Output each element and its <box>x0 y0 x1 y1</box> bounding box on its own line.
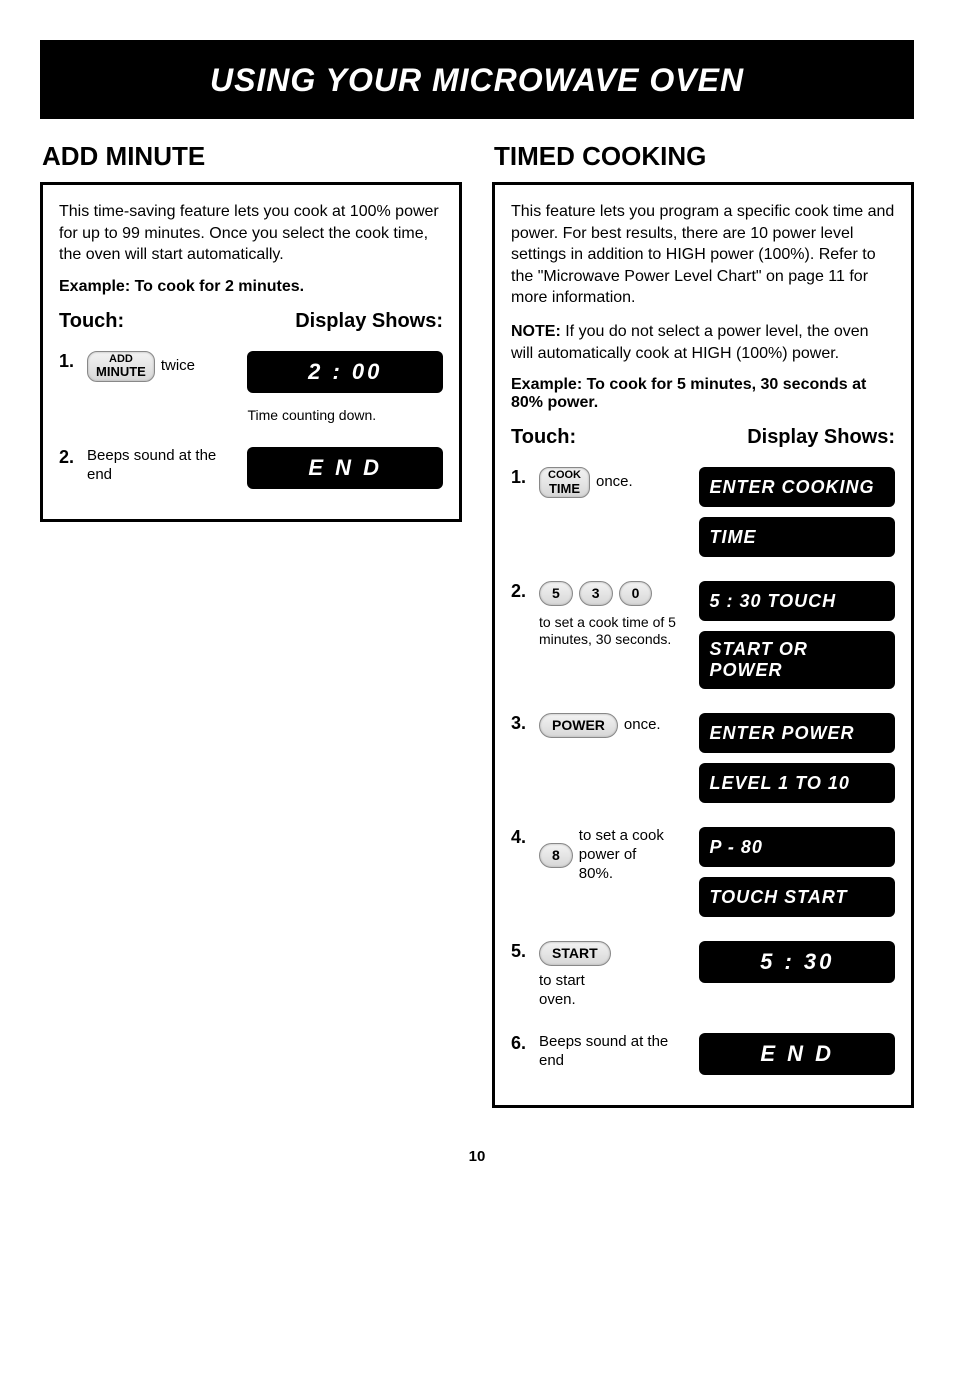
column-headers: Touch: Display Shows: <box>511 426 895 449</box>
right-step-3: 3. POWER once. ENTER POWER LEVEL 1 TO 10 <box>511 713 895 803</box>
display-readout: ENTER COOKING <box>699 467 895 507</box>
note-text: If you do not select a power level, the … <box>511 323 869 362</box>
page-number: 10 <box>40 1148 914 1165</box>
step-number: 1. <box>511 467 533 488</box>
digit-button-3[interactable]: 3 <box>579 581 613 606</box>
timed-cooking-intro: This feature lets you program a specific… <box>511 201 895 309</box>
step-number: 4. <box>511 827 533 848</box>
page-banner: USING YOUR MICROWAVE OVEN <box>40 40 914 119</box>
right-step-6: 6. Beeps sound at the end E N D <box>511 1033 895 1075</box>
add-minute-box: This time-saving feature lets you cook a… <box>40 182 462 522</box>
display-readout: 5 : 30 <box>699 941 895 983</box>
timed-cooking-note: NOTE: If you do not select a power level… <box>511 321 895 364</box>
display-readout: E N D <box>699 1033 895 1075</box>
right-step-5: 5. START to start oven. 5 : 30 <box>511 941 895 1009</box>
step-sub-text: to set a cook time of 5 minutes, 30 seco… <box>539 614 691 648</box>
button-label-bottom: MINUTE <box>96 365 146 379</box>
add-minute-button[interactable]: ADD MINUTE <box>87 351 155 382</box>
timed-cooking-box: This feature lets you program a specific… <box>492 182 914 1108</box>
two-column-layout: ADD MINUTE This time-saving feature lets… <box>40 141 914 1108</box>
right-column: TIMED COOKING This feature lets you prog… <box>492 141 914 1108</box>
display-header: Display Shows: <box>295 310 443 333</box>
touch-header: Touch: <box>511 426 576 449</box>
digit-button-5[interactable]: 5 <box>539 581 573 606</box>
step-after-text: to start oven. <box>539 972 619 1010</box>
display-readout: 5 : 30 TOUCH <box>699 581 895 621</box>
step-number: 5. <box>511 941 533 962</box>
step-number: 2. <box>511 581 533 602</box>
start-button[interactable]: START <box>539 941 611 966</box>
right-step-4: 4. 8 to set a cook power of 80%. P - 80 … <box>511 827 895 917</box>
step-number: 6. <box>511 1033 533 1054</box>
step-after-text: to set a cook power of 80%. <box>579 827 669 883</box>
touch-header: Touch: <box>59 310 124 333</box>
right-step-2: 2. 5 3 0 to set a cook time of 5 minutes… <box>511 581 895 689</box>
button-label-top: COOK <box>548 470 581 482</box>
step-after-text: once. <box>596 473 633 492</box>
display-caption: Time counting down. <box>247 407 443 423</box>
digit-button-0[interactable]: 0 <box>619 581 653 606</box>
step-text: Beeps sound at the end <box>87 447 239 485</box>
display-readout: TOUCH START <box>699 877 895 917</box>
step-text: Beeps sound at the end <box>539 1033 691 1071</box>
digit-button-8[interactable]: 8 <box>539 843 573 868</box>
step-after-text: twice <box>161 357 195 376</box>
add-minute-title: ADD MINUTE <box>42 141 462 172</box>
display-header: Display Shows: <box>747 426 895 449</box>
display-readout: ENTER POWER <box>699 713 895 753</box>
timed-cooking-title: TIMED COOKING <box>494 141 914 172</box>
left-step-1: 1. ADD MINUTE twice 2 : <box>59 351 443 423</box>
display-readout: TIME <box>699 517 895 557</box>
left-step-2: 2. Beeps sound at the end E N D <box>59 447 443 489</box>
step-number: 3. <box>511 713 533 734</box>
timed-cooking-example: Example: To cook for 5 minutes, 30 secon… <box>511 376 895 412</box>
display-readout: START OR POWER <box>699 631 895 689</box>
note-label: NOTE: <box>511 323 561 340</box>
add-minute-example: Example: To cook for 2 minutes. <box>59 278 443 296</box>
step-number: 1. <box>59 351 81 372</box>
manual-page: USING YOUR MICROWAVE OVEN ADD MINUTE Thi… <box>0 0 954 1384</box>
add-minute-intro: This time-saving feature lets you cook a… <box>59 201 443 266</box>
step-number: 2. <box>59 447 81 468</box>
right-step-1: 1. COOK TIME once. ENTER <box>511 467 895 557</box>
display-readout: LEVEL 1 TO 10 <box>699 763 895 803</box>
display-readout: P - 80 <box>699 827 895 867</box>
step-after-text: once. <box>624 716 661 735</box>
column-headers: Touch: Display Shows: <box>59 310 443 333</box>
display-readout: E N D <box>247 447 443 489</box>
cook-time-button[interactable]: COOK TIME <box>539 467 590 498</box>
left-column: ADD MINUTE This time-saving feature lets… <box>40 141 462 1108</box>
power-button[interactable]: POWER <box>539 713 618 738</box>
display-readout: 2 : 00 <box>247 351 443 393</box>
button-label-bottom: TIME <box>548 482 581 496</box>
